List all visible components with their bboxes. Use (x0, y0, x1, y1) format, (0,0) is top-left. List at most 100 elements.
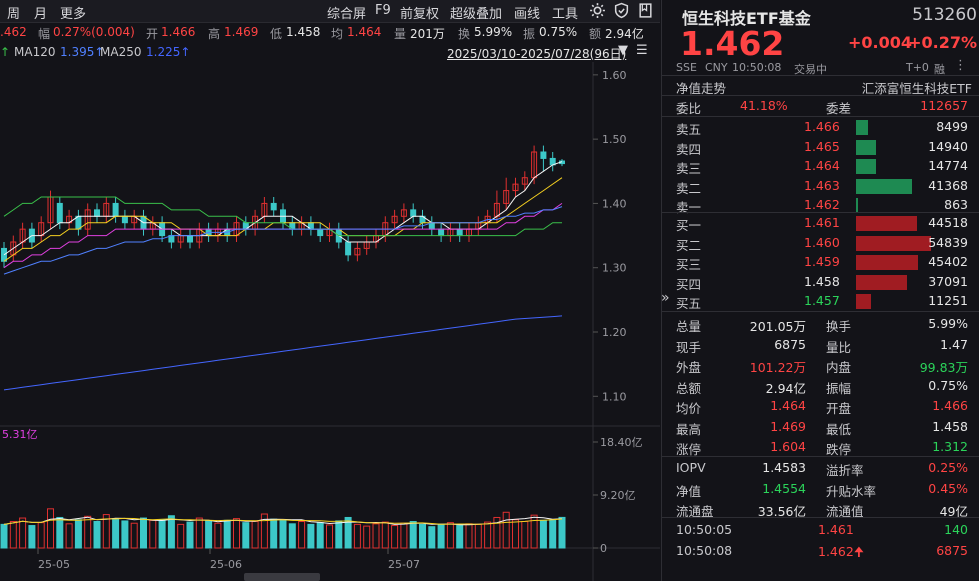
ask-label: 卖五 (676, 122, 702, 137)
bid-price: 1.457 (804, 293, 840, 309)
candle-body (503, 190, 510, 204)
bid-label: 买三 (676, 257, 702, 273)
stat-label: 均价 (676, 401, 702, 416)
ask-volume-bar (856, 178, 913, 194)
ask-volume: 41368 (928, 177, 968, 193)
scrollbar-thumb[interactable] (244, 573, 320, 581)
weicha-label: 委差 (826, 101, 852, 116)
volume-bar (19, 517, 27, 549)
gear-icon[interactable] (589, 2, 606, 19)
volume-tick-label: 9.20亿 (600, 489, 636, 502)
stat-row: 均价 1.464 开盘 1.466 (676, 396, 976, 416)
volume-bar (502, 511, 510, 549)
amount-label: 额 (589, 27, 602, 41)
shield-icon[interactable] (613, 2, 630, 19)
stat-value: 2.94亿 (765, 380, 806, 396)
currency-label: CNY (705, 61, 728, 74)
volume-bar (47, 508, 54, 549)
tick-time: 10:50:05 (676, 522, 733, 537)
volume-bar (298, 521, 306, 549)
candle-body (456, 228, 463, 237)
stat-value: 1.464 (770, 398, 806, 413)
fund-code: 513260 (912, 5, 977, 25)
tick-price: 1.462🠉 (818, 543, 865, 559)
dropdown-icon[interactable]: ▼ (618, 43, 628, 58)
composite-screen-button[interactable]: 综合屏 (327, 7, 367, 22)
volume-ma10-line (3, 517, 563, 525)
stat-value: 1.47 (940, 336, 968, 352)
price-change-pct: +0.27% (908, 33, 977, 52)
stat-value: 201.05万 (749, 319, 806, 334)
super-overlay-button[interactable]: 超级叠加 (450, 7, 503, 22)
collapse-panel-icon[interactable]: » (661, 290, 670, 306)
volume-bar (419, 523, 426, 549)
kline-chart[interactable]: 1.60 1.50 1.40 1.30 1.20 1.10 5.31亿 18.40亿 9.20亿… (0, 62, 660, 581)
stat-row: 外盘 101.22万 内盘 99.83万 (676, 355, 976, 375)
volume-bar (465, 523, 473, 549)
tab-nav-trend[interactable]: 净值走势 (676, 81, 727, 96)
period-week-button[interactable]: 周 (7, 7, 21, 22)
bookmark-icon[interactable] (637, 2, 654, 19)
volume-bar (9, 521, 17, 549)
candle-body (317, 228, 324, 237)
bid-row[interactable]: 买五 1.457 11251 (676, 291, 976, 311)
volume-bar (130, 522, 138, 549)
fund-stat-value: 33.56亿 (757, 504, 806, 519)
more-icon[interactable]: ⋮ (954, 58, 967, 73)
volume-bar (112, 518, 120, 549)
fund-stat-label: 流通盘 (676, 504, 714, 519)
volume-bar (28, 525, 36, 549)
fund-stat-row: IOPV 1.4583 溢折率 0.25% (676, 458, 976, 478)
stat-label: 总额 (676, 380, 702, 396)
volume-bar (558, 516, 566, 549)
stat-value: 1.312 (932, 439, 968, 454)
bid-row[interactable]: 买二 1.460 54839 (676, 233, 976, 253)
candle-body (270, 202, 277, 211)
y-tick-label: 1.30 (602, 262, 627, 275)
bid-volume-bar (856, 294, 872, 310)
ask-row[interactable]: 卖五 1.466 8499 (676, 117, 976, 137)
bid-row[interactable]: 买四 1.458 37091 (676, 272, 976, 292)
tick-row: 10:50:08 1.462🠉 6875 (676, 541, 976, 561)
stat-label: 最高 (676, 421, 702, 437)
tick-volume: 140 (944, 522, 968, 537)
draw-line-button[interactable]: 画线 (514, 7, 541, 22)
ask-price: 1.465 (804, 138, 840, 154)
volume-bar (539, 519, 547, 549)
stat-label: 外盘 (676, 360, 702, 375)
ask-row[interactable]: 卖三 1.464 14774 (676, 156, 976, 176)
fund-stat-label: 净值 (676, 483, 702, 499)
ask-row[interactable]: 卖二 1.463 41368 (676, 176, 976, 196)
period-month-button[interactable]: 月 (34, 7, 48, 22)
stat-label: 开盘 (826, 401, 852, 416)
y-tick-label: 1.50 (602, 133, 627, 146)
quote-info-bar: .462 幅 0.27%(0.004) 开 1.466 高 1.469 低 1.… (0, 22, 660, 42)
ask-row[interactable]: 卖一 1.462 863 (676, 195, 976, 215)
volume-bar (391, 525, 399, 549)
avg-label: 均 (331, 27, 344, 41)
volume-bar (177, 523, 185, 549)
volume-bar (409, 521, 417, 549)
fund-stat-row: 净值 1.4554 升贴水率 0.45% (676, 479, 976, 499)
forward-adjust-button[interactable]: 前复权 (400, 7, 440, 22)
tools-button[interactable]: 工具 (552, 7, 579, 22)
candle-body (521, 177, 528, 185)
more-period-button[interactable]: 更多 (60, 7, 87, 22)
stat-value: 6875 (774, 336, 806, 352)
f9-button[interactable]: F9 (375, 3, 391, 18)
ask-volume-bar (856, 139, 877, 155)
stat-value: 99.83万 (919, 360, 968, 375)
ask-row[interactable]: 卖四 1.465 14940 (676, 137, 976, 157)
ask-volume: 8499 (936, 119, 968, 134)
volume-top-label: 5.31亿 (2, 428, 38, 441)
bid-price: 1.458 (804, 273, 840, 289)
ask-volume-bar (856, 120, 868, 135)
stat-row: 现手 6875 量比 1.47 (676, 335, 976, 355)
bid-row[interactable]: 买三 1.459 45402 (676, 252, 976, 272)
market-label: SSE (676, 61, 697, 74)
turnover-value: 5.99% (474, 25, 513, 39)
date-range[interactable]: 2025/03/10-2025/07/28(96日) (447, 47, 627, 61)
bid-row[interactable]: 买一 1.461 44518 (676, 213, 976, 233)
ma250-value: 1.225↑ (146, 45, 191, 59)
menu-icon[interactable]: ☰ (636, 43, 648, 58)
